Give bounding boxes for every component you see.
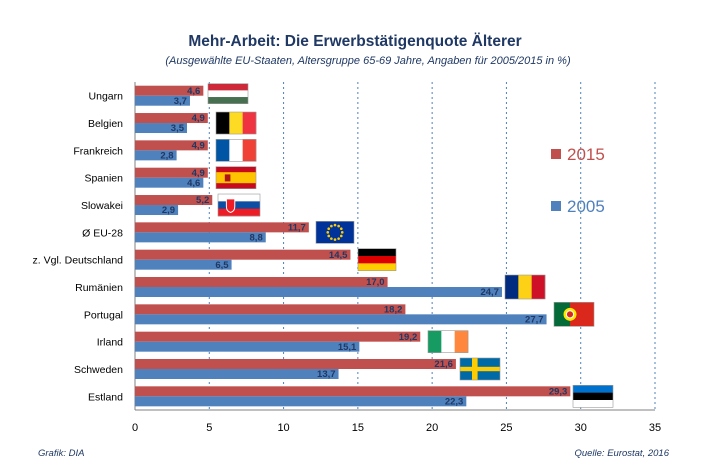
category-label: Ungarn <box>89 91 124 103</box>
bar-2015 <box>135 85 204 96</box>
hungary-flag-icon <box>207 83 249 104</box>
data-label-2005: 22,3 <box>445 397 464 408</box>
bar-2005 <box>135 205 179 216</box>
x-axis-ticks: 0 5 10 15 20 25 30 35 <box>132 422 661 434</box>
bar-2005 <box>135 259 232 270</box>
category-label: Portugal <box>84 309 123 321</box>
legend-label-2015: 2015 <box>567 145 605 164</box>
data-label-2005: 3,7 <box>174 96 187 107</box>
data-label-2015: 5,2 <box>196 195 209 206</box>
data-label-2015: 18,2 <box>384 305 403 316</box>
data-label-2015: 4,9 <box>192 168 205 179</box>
x-tick-label: 10 <box>277 422 289 434</box>
bar-2005 <box>135 177 204 188</box>
bar-2015 <box>135 359 456 369</box>
bar-2015 <box>135 113 208 124</box>
bar-2005 <box>135 123 187 134</box>
x-tick-label: 30 <box>575 422 587 434</box>
germany-flag-icon <box>357 248 397 271</box>
bar-2015 <box>135 249 351 260</box>
chart-subtitle: (Ausgewählte EU-Staaten, Altersgruppe 65… <box>165 55 571 67</box>
france-flag-icon <box>215 139 257 162</box>
data-label-2005: 27,7 <box>525 315 544 326</box>
data-label-2005: 3,5 <box>171 123 185 134</box>
x-tick-label: 25 <box>500 422 512 434</box>
data-label-2015: 29,3 <box>549 387 568 398</box>
bar-2005 <box>135 369 339 379</box>
bar-2015 <box>135 386 571 397</box>
category-label: Spanien <box>84 173 123 185</box>
x-tick-label: 15 <box>352 422 364 434</box>
bar-2005 <box>135 95 190 106</box>
legend-swatch-2005 <box>551 201 561 211</box>
data-label-2005: 6,5 <box>215 260 229 271</box>
data-label-2005: 2,9 <box>162 205 175 216</box>
sweden-flag-icon <box>459 357 501 381</box>
data-label-2005: 13,7 <box>317 369 336 380</box>
ireland-flag-icon <box>427 330 469 353</box>
data-label-2015: 14,5 <box>329 250 348 261</box>
data-label-2005: 2,8 <box>160 151 173 162</box>
grid <box>134 82 656 411</box>
x-tick-label: 35 <box>649 422 661 434</box>
bars: 4,63,74,93,54,92,84,94,65,22,911,78,814,… <box>135 85 571 408</box>
data-label-2005: 15,1 <box>338 342 357 353</box>
data-label-2005: 8,8 <box>250 233 263 244</box>
slovakia-flag-icon <box>217 193 261 217</box>
bar-2005 <box>135 314 547 325</box>
x-tick-label: 20 <box>426 422 438 434</box>
bar-2015 <box>135 222 309 233</box>
category-label: Frankreich <box>73 145 123 157</box>
bar-2015 <box>135 331 421 342</box>
data-label-2015: 4,6 <box>187 86 200 97</box>
data-label-2015: 21,6 <box>434 359 453 370</box>
x-tick-label: 5 <box>206 422 212 434</box>
bar-2015 <box>135 195 213 206</box>
data-label-2015: 11,7 <box>288 223 306 234</box>
category-label: Slowakei <box>81 200 123 212</box>
bar-2005 <box>135 150 177 161</box>
category-label: Belgien <box>88 118 123 130</box>
data-label-2015: 4,9 <box>192 141 205 152</box>
data-label-2015: 19,2 <box>399 332 418 343</box>
belgium-flag-icon <box>215 111 257 135</box>
bar-2005 <box>135 232 266 243</box>
category-label: Ø EU-28 <box>82 227 123 239</box>
bar-2015 <box>135 277 388 288</box>
estonia-flag-icon <box>572 385 614 408</box>
legend: 2015 2005 <box>551 145 605 216</box>
category-label: Irland <box>97 337 123 349</box>
bar-2015 <box>135 304 406 315</box>
source-credit-left: Grafik: DIA <box>38 448 84 459</box>
bar-2005 <box>135 341 360 352</box>
legend-label-2005: 2005 <box>567 197 605 216</box>
bar-2005 <box>135 287 502 298</box>
source-credit-right: Quelle: Eurostat, 2016 <box>574 448 669 459</box>
bar-2015 <box>135 140 208 151</box>
data-label-2015: 4,9 <box>192 113 205 124</box>
category-labels: Ungarn Belgien Frankreich Spanien Slowakei Ø … <box>33 91 124 404</box>
data-label-2015: 17,0 <box>366 277 385 288</box>
category-label: z. Vgl. Deutschland <box>33 255 124 267</box>
x-tick-label: 0 <box>132 422 138 434</box>
category-label: Estland <box>88 391 123 403</box>
eu-flag-icon <box>315 221 355 244</box>
data-label-2005: 24,7 <box>480 287 499 298</box>
chart-title: Mehr-Arbeit: Die Erwerbstätigenquote Ält… <box>188 33 521 50</box>
legend-swatch-2015 <box>551 149 561 159</box>
bar-2015 <box>135 167 208 178</box>
romania-flag-icon <box>504 274 546 300</box>
bar-2005 <box>135 396 467 407</box>
category-label: Rumänien <box>75 282 123 294</box>
portugal-flag-icon <box>553 302 595 327</box>
category-label: Schweden <box>74 364 123 376</box>
spain-flag-icon <box>215 166 257 189</box>
data-label-2005: 4,6 <box>187 178 200 189</box>
flags <box>207 83 614 408</box>
